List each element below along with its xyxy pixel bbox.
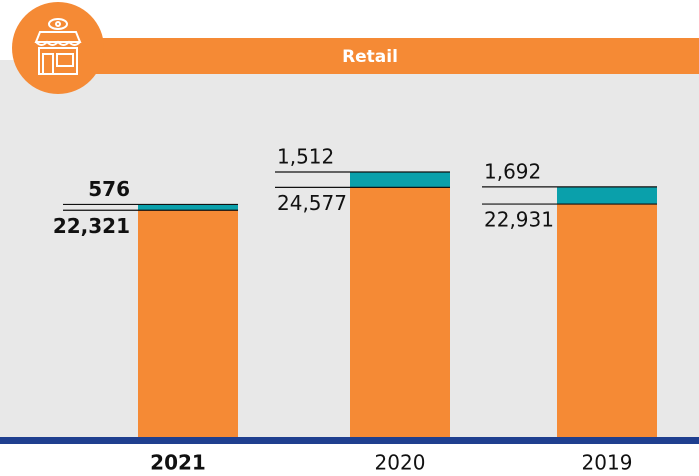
x-tick-label: 2020: [375, 451, 426, 475]
bar-segment: [138, 204, 238, 211]
chart-title: Retail: [342, 47, 398, 67]
store-icon: [12, 2, 104, 94]
data-label: 22,321: [53, 214, 130, 238]
data-label: 24,577: [277, 191, 347, 215]
bar-segment: [138, 210, 238, 437]
header-bar: [40, 38, 699, 74]
x-tick-label: 2021: [150, 451, 206, 475]
data-label: 22,931: [484, 208, 554, 232]
data-label: 1,512: [277, 145, 334, 169]
x-tick-label: 2019: [582, 451, 633, 475]
bar-segment: [557, 186, 657, 205]
data-label: 1,692: [484, 159, 541, 183]
bar-segment: [557, 204, 657, 437]
baseline: [0, 437, 699, 444]
bar-segment: [350, 187, 450, 437]
bar-segment: [350, 172, 450, 188]
data-label: 576: [88, 177, 130, 201]
